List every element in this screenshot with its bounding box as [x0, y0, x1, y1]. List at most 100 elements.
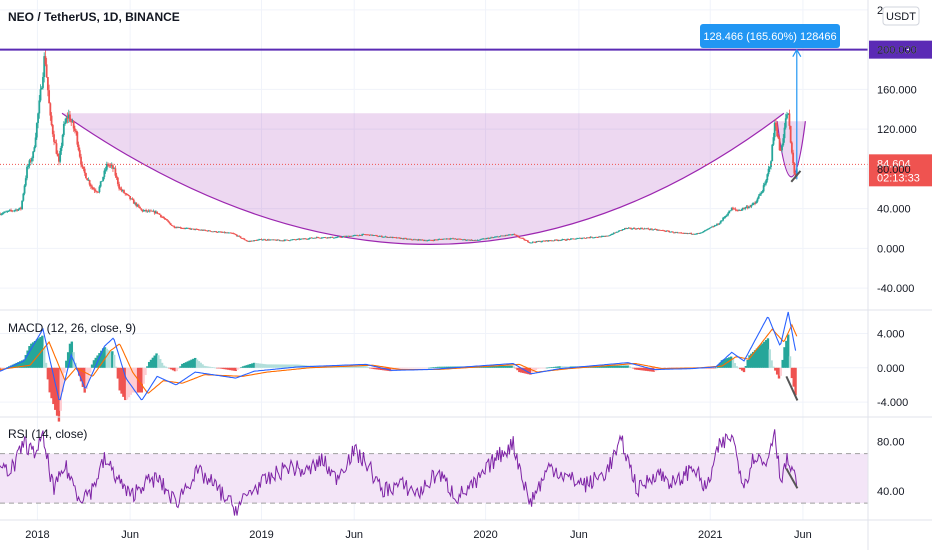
- price-candle: [303, 238, 306, 240]
- price-candle: [598, 236, 601, 238]
- macd-histogram-bar: [168, 367, 171, 369]
- macd-histogram-bar: [707, 367, 711, 369]
- price-candle: [697, 233, 700, 234]
- price-candle: [719, 221, 722, 224]
- price-candle: [705, 229, 707, 231]
- price-candle: [481, 238, 484, 240]
- macd-histogram-bar: [785, 340, 788, 368]
- macd-histogram-bar: [4, 367, 7, 369]
- price-candle: [148, 210, 151, 212]
- price-candle: [545, 240, 548, 242]
- price-candle: [287, 240, 290, 241]
- price-candle: [55, 143, 58, 154]
- macd-histogram-bar: [243, 365, 247, 368]
- price-candle: [346, 235, 349, 237]
- price-candle: [75, 130, 78, 133]
- price-candle: [794, 173, 797, 177]
- macd-histogram-bar: [227, 367, 230, 370]
- price-candle: [33, 147, 36, 152]
- price-candle: [665, 230, 668, 232]
- price-candle: [266, 239, 269, 241]
- macd-histogram-bar: [540, 367, 543, 369]
- price-candle: [547, 240, 550, 242]
- macd-histogram-bar: [256, 363, 260, 368]
- macd-histogram-bar: [357, 365, 361, 368]
- macd-histogram-bar: [442, 366, 446, 368]
- macd-histogram-bar: [17, 362, 20, 368]
- price-candle: [291, 239, 294, 241]
- price-candle: [288, 240, 291, 242]
- price-candle: [493, 236, 496, 238]
- price-candle: [648, 229, 651, 230]
- macd-histogram-bar: [140, 367, 144, 393]
- price-candle: [323, 237, 326, 239]
- price-candle: [65, 117, 68, 123]
- price-candle: [140, 208, 143, 210]
- price-candle: [589, 236, 592, 238]
- price-candle: [631, 228, 634, 230]
- price-candle: [234, 234, 237, 236]
- price-candle: [215, 231, 217, 233]
- price-candle: [126, 194, 129, 195]
- macd-y-tick-label: 4.000: [877, 328, 905, 340]
- currency-button-label[interactable]: USDT: [886, 11, 916, 23]
- macd-histogram-bar: [490, 366, 493, 368]
- macd-histogram-bar: [437, 366, 440, 368]
- macd-histogram-bar: [236, 367, 239, 370]
- macd-histogram-bar: [182, 363, 186, 368]
- price-candle: [363, 234, 366, 235]
- macd-histogram-bar: [162, 365, 166, 368]
- price-candle: [670, 231, 673, 233]
- macd-histogram-bar: [15, 362, 18, 368]
- macd-histogram-bar: [424, 367, 427, 369]
- price-candle: [428, 239, 431, 241]
- macd-histogram-bar: [720, 360, 724, 368]
- price-candle: [212, 231, 215, 233]
- rsi-title[interactable]: RSI (14, close): [8, 427, 87, 441]
- price-candle: [72, 121, 75, 129]
- currency-button[interactable]: [882, 6, 920, 26]
- price-candle: [691, 233, 694, 235]
- x-tick-label: Jun: [794, 529, 812, 541]
- price-candle: [464, 239, 467, 241]
- price-candle: [664, 231, 667, 232]
- price-candle: [116, 177, 119, 185]
- price-candle: [551, 240, 554, 242]
- price-candle: [378, 236, 381, 237]
- macd-histogram-bar: [402, 367, 405, 369]
- price-candle: [416, 239, 419, 241]
- price-candle: [784, 118, 787, 128]
- price-candle: [406, 238, 409, 240]
- macd-histogram-bar: [739, 367, 742, 370]
- macd-histogram-bar: [101, 348, 105, 368]
- price-candle: [449, 238, 452, 240]
- price-candle: [471, 240, 474, 241]
- price-candle: [637, 228, 640, 230]
- price-candle: [309, 237, 312, 239]
- price-candle: [712, 226, 715, 228]
- price-candle: [130, 198, 133, 200]
- macd-histogram-bar: [33, 340, 37, 368]
- macd-histogram-bar: [376, 367, 379, 370]
- macd-histogram-bar: [777, 367, 781, 379]
- price-candle: [48, 90, 51, 104]
- price-candle: [351, 235, 354, 237]
- macd-histogram-bar: [381, 367, 385, 371]
- macd-histogram-bar: [295, 364, 298, 368]
- symbol-title[interactable]: NEO / TetherUS, 1D, BINANCE: [8, 10, 180, 24]
- price-candle: [320, 237, 323, 239]
- price-candle: [682, 233, 685, 234]
- macd-histogram-bar: [755, 348, 759, 368]
- price-candle: [757, 195, 760, 199]
- price-candle: [474, 239, 477, 241]
- macd-title[interactable]: MACD (12, 26, close, 9): [8, 321, 136, 335]
- price-candle: [237, 235, 240, 237]
- macd-histogram-bar: [368, 367, 372, 369]
- macd-histogram-bar: [149, 359, 153, 368]
- price-candle: [509, 234, 512, 236]
- price-candle: [718, 223, 721, 225]
- macd-histogram-bar: [170, 367, 173, 370]
- price-candle: [50, 115, 53, 126]
- price-candle: [793, 163, 796, 174]
